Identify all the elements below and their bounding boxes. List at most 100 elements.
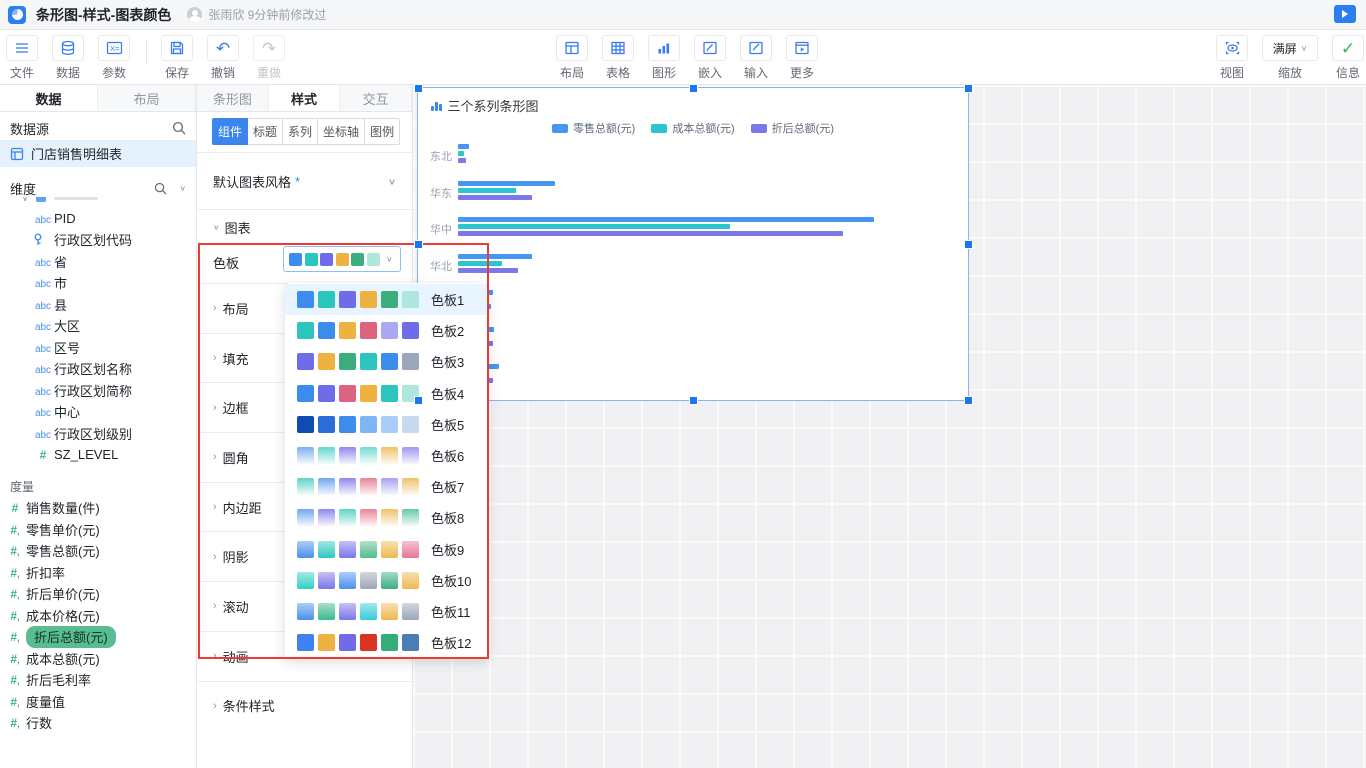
bar[interactable] (458, 267, 518, 273)
toolbar-button-重做[interactable]: ↷ 重做 (253, 35, 285, 81)
dimensions-collapse-icon[interactable]: ∨ (179, 183, 186, 192)
dashboard-canvas[interactable]: 三个系列条形图 零售总额(元) 成本总额(元) 折后总额(元) 东北 华东 华中 华北 (413, 84, 1366, 768)
selection-handle[interactable] (414, 396, 423, 405)
palette-option-色板2[interactable]: 色板2 (285, 315, 488, 346)
bar[interactable] (458, 253, 532, 259)
legend-swatch (552, 123, 568, 133)
palette-option-色板1[interactable]: 色板1 (285, 284, 488, 316)
palette-option-色板8[interactable]: 色板8 (285, 502, 488, 533)
toolbar-button-撤销[interactable]: ↶ 撤销 (207, 35, 239, 81)
tab-样式[interactable]: 样式 (268, 85, 341, 111)
tab-交互[interactable]: 交互 (340, 85, 413, 111)
chart-section-header[interactable]: ∨ 图表 (213, 218, 251, 237)
tab-数据[interactable]: 数据 (0, 85, 98, 111)
bar[interactable] (458, 217, 874, 223)
measure-item[interactable]: #, 折后毛利率 (0, 669, 195, 691)
theme-selector[interactable]: 默认图表风格 * ∨ (197, 152, 412, 210)
dimension-group-row[interactable]: ∨ (0, 197, 195, 208)
bar[interactable] (458, 180, 555, 186)
section-条件样式[interactable]: › 条件样式 (197, 680, 412, 731)
dimension-item[interactable]: abc 中心 (0, 401, 195, 423)
palette-select[interactable]: ∨ (283, 246, 401, 272)
bar-chart-component[interactable]: 三个系列条形图 零售总额(元) 成本总额(元) 折后总额(元) 东北 华东 华中 华北 (417, 87, 969, 401)
datasource-search-icon[interactable] (172, 121, 186, 135)
selection-handle[interactable] (414, 84, 423, 93)
measure-item[interactable]: #, 折后总额(元) (0, 625, 195, 648)
palette-option-色板12[interactable]: 色板12 (285, 627, 488, 658)
measure-item[interactable]: #, 度量值 (0, 691, 195, 713)
subtab-坐标轴[interactable]: 坐标轴 (318, 118, 366, 145)
dimension-item[interactable]: abc 行政区划简称 (0, 380, 195, 402)
palette-option-色板3[interactable]: 色板3 (285, 346, 488, 377)
dimensions-search-icon[interactable] (154, 182, 167, 195)
palette-option-色板4[interactable]: 色板4 (285, 378, 488, 409)
toolbar-button-参数[interactable]: X= 参数 (98, 35, 130, 81)
tab-条形图[interactable]: 条形图 (197, 85, 269, 111)
selection-handle[interactable] (964, 84, 973, 93)
dimension-item[interactable]: abc 行政区划级别 (0, 423, 195, 445)
dimension-item[interactable]: # SZ_LEVEL (0, 444, 195, 466)
measure-item[interactable]: #, 零售单价(元) (0, 519, 195, 541)
present-icon[interactable] (1334, 5, 1356, 23)
dimension-item[interactable]: abc 省 (0, 251, 195, 273)
legend-item[interactable]: 零售总额(元) (552, 120, 635, 136)
measure-item[interactable]: #, 折扣率 (0, 562, 195, 584)
bar[interactable] (458, 231, 843, 237)
toolbar-button-嵌入[interactable]: 嵌入 (694, 35, 726, 81)
tab-布局[interactable]: 布局 (98, 85, 196, 111)
bar[interactable] (458, 187, 516, 193)
palette-swatch (339, 634, 356, 652)
bar[interactable] (458, 260, 502, 266)
palette-option-色板6[interactable]: 色板6 (285, 440, 488, 471)
dimension-item[interactable]: 行政区划代码 (0, 229, 195, 251)
toolbar-button-更多[interactable]: 更多 (786, 35, 818, 81)
toolbar-button-文件[interactable]: 文件 (6, 35, 38, 81)
bar[interactable] (458, 144, 469, 149)
selection-handle[interactable] (414, 240, 423, 249)
measure-item[interactable]: #, 行数 (0, 712, 195, 734)
selection-handle[interactable] (689, 396, 698, 405)
subtab-图例[interactable]: 图例 (365, 118, 401, 145)
toolbar-button-info[interactable]: ✓ 信息 (1332, 35, 1364, 81)
selection-handle[interactable] (689, 84, 698, 93)
toolbar-button-表格[interactable]: 表格 (602, 35, 634, 81)
measure-item[interactable]: #, 成本总额(元) (0, 648, 195, 670)
dimension-item[interactable]: abc 区号 (0, 337, 195, 359)
toolbar-button-图形[interactable]: 图形 (648, 35, 680, 81)
measure-item[interactable]: # 销售数量(件) (0, 497, 195, 519)
palette-option-色板9[interactable]: 色板9 (285, 534, 488, 565)
palette-option-色板11[interactable]: 色板11 (285, 596, 488, 627)
dimension-item[interactable]: abc 大区 (0, 315, 195, 337)
subtab-组件[interactable]: 组件 (212, 118, 249, 145)
selection-handle[interactable] (964, 396, 973, 405)
bar[interactable] (458, 151, 464, 156)
toolbar-button-保存[interactable]: 保存 (161, 35, 193, 81)
selection-handle[interactable] (964, 240, 973, 249)
bar[interactable] (458, 224, 730, 230)
toolbar-button-输入[interactable]: 输入 (740, 35, 772, 81)
legend-item[interactable]: 成本总额(元) (651, 120, 735, 136)
palette-option-色板7[interactable]: 色板7 (285, 471, 488, 502)
bar[interactable] (458, 158, 466, 163)
subtab-系列[interactable]: 系列 (283, 118, 319, 145)
measure-item[interactable]: #, 折后单价(元) (0, 583, 195, 605)
palette-swatch (318, 447, 335, 465)
toolbar-button-数据[interactable]: 数据 (52, 35, 84, 81)
table-icon (602, 35, 634, 61)
dimension-item[interactable]: abc 行政区划名称 (0, 358, 195, 380)
palette-option-色板5[interactable]: 色板5 (285, 409, 488, 440)
dimension-item[interactable]: abc 市 (0, 272, 195, 294)
palette-option-色板10[interactable]: 色板10 (285, 565, 488, 596)
toolbar-button-view[interactable]: 视图 (1216, 35, 1248, 81)
measure-item[interactable]: #, 零售总额(元) (0, 540, 195, 562)
measure-item[interactable]: #, 成本价格(元) (0, 605, 195, 627)
legend-item[interactable]: 折后总额(元) (750, 120, 834, 136)
datasource-table-item[interactable]: 门店销售明细表 (0, 140, 196, 167)
dimension-item[interactable]: abc 县 (0, 294, 195, 316)
dimension-item[interactable]: abc PID (0, 208, 195, 230)
zoom-select[interactable]: 满屏 ∨ 缩放 (1262, 35, 1318, 81)
palette-swatch (297, 478, 314, 496)
subtab-标题[interactable]: 标题 (248, 118, 284, 145)
toolbar-button-布局[interactable]: 布局 (556, 35, 588, 81)
bar[interactable] (458, 194, 532, 200)
